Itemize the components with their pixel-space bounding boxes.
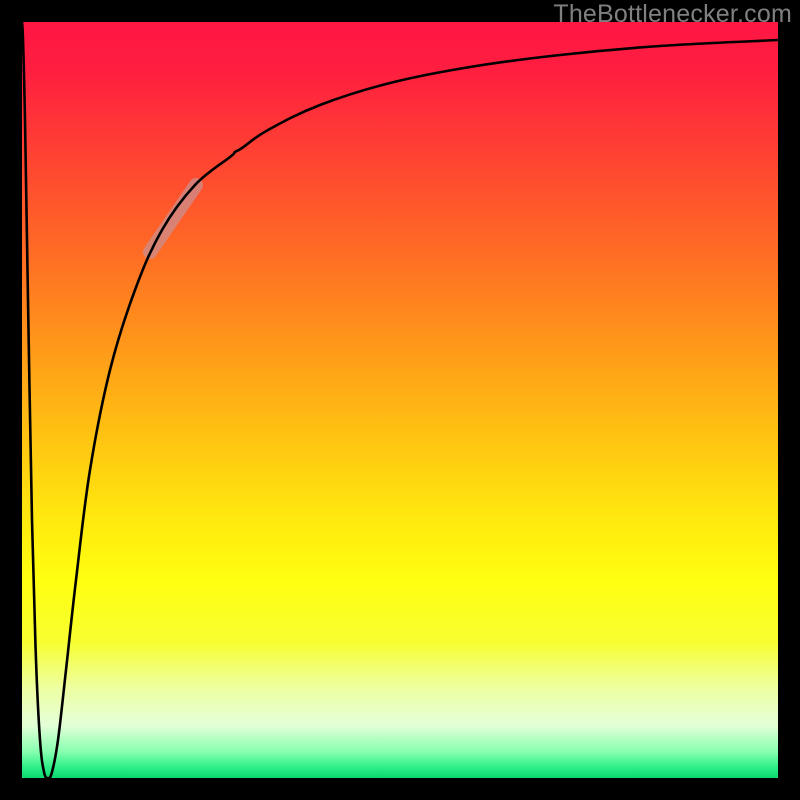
bottleneck-chart [0, 0, 800, 800]
chart-container: TheBottlenecker.com [0, 0, 800, 800]
watermark-text: TheBottlenecker.com [553, 0, 792, 29]
chart-background [22, 22, 778, 778]
